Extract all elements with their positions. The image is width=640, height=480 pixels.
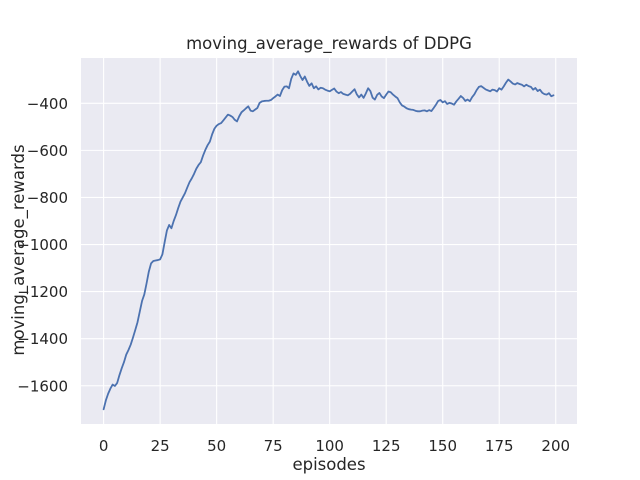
gridlines — [81, 58, 577, 424]
reward-line-series — [102, 70, 555, 411]
y-tick-label: −1200 — [17, 283, 68, 301]
y-axis-label: moving_average_rewards — [9, 144, 29, 355]
x-tick-label: 200 — [541, 437, 570, 455]
y-tick-label: −600 — [27, 142, 68, 160]
x-tick-label: 25 — [151, 437, 170, 455]
y-tick-label: −1600 — [17, 377, 68, 395]
x-tick-label: 0 — [99, 437, 109, 455]
chart-title: moving_average_rewards of DDPG — [186, 34, 472, 54]
x-tick-label: 150 — [428, 437, 457, 455]
x-axis-tick-labels: 0 25 50 75 100 125 150 175 200 — [99, 437, 570, 455]
y-tick-label: −1000 — [17, 236, 68, 254]
plot-area — [81, 58, 577, 424]
x-tick-label: 175 — [485, 437, 514, 455]
y-tick-label: −1400 — [17, 330, 68, 348]
x-tick-label: 125 — [372, 437, 401, 455]
x-tick-label: 75 — [264, 437, 283, 455]
y-axis-tick-labels: −400 −600 −800 −1000 −1200 −1400 −1600 — [17, 95, 68, 395]
y-tick-label: −400 — [27, 95, 68, 113]
x-axis-label: episodes — [292, 455, 365, 474]
y-tick-label: −800 — [27, 189, 68, 207]
x-tick-label: 50 — [207, 437, 226, 455]
x-tick-label: 100 — [315, 437, 344, 455]
